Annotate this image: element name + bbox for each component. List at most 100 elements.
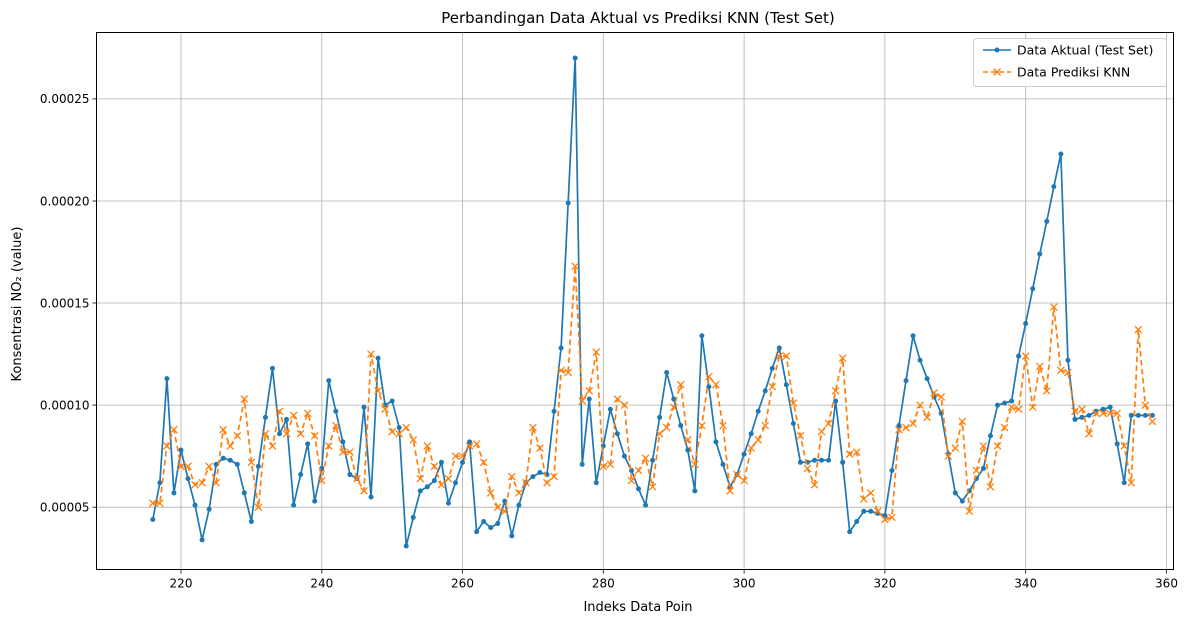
data-point (1120, 442, 1129, 450)
data-point (472, 440, 481, 448)
data-point (298, 472, 304, 478)
data-point (769, 365, 775, 371)
data-point (437, 480, 446, 489)
data-point (1079, 414, 1085, 420)
data-point (685, 447, 691, 453)
x-tick-label: 260 (451, 577, 474, 591)
data-point (361, 404, 367, 410)
data-point (458, 452, 467, 461)
data-point (1030, 286, 1036, 292)
data-point (719, 421, 727, 430)
data-point (803, 464, 812, 473)
data-point (234, 461, 240, 467)
data-point (924, 376, 930, 382)
y-tick-label: 0.00005 (40, 501, 90, 515)
data-point (445, 500, 451, 506)
data-point (557, 366, 565, 375)
data-point (423, 442, 432, 450)
data-point (671, 396, 677, 402)
data-point (164, 376, 170, 382)
data-point (303, 409, 312, 418)
data-point (917, 357, 923, 363)
data-point (706, 384, 712, 390)
data-point (205, 462, 213, 471)
data-point (1142, 412, 1148, 418)
data-point (346, 448, 354, 456)
data-point (324, 442, 333, 450)
data-point (613, 395, 622, 403)
data-point (592, 348, 601, 356)
y-axis: 0.00005 0.00010 0.00015 0.00020 0.00025 (40, 92, 97, 515)
data-point (493, 503, 502, 512)
y-axis-label: Konsentrasi NO₂ (value) (10, 227, 25, 382)
data-point (643, 502, 649, 508)
y-tick-label: 0.00010 (40, 398, 90, 412)
data-point (1148, 417, 1157, 426)
data-point (789, 399, 798, 407)
data-point (909, 419, 917, 428)
data-point (353, 474, 361, 483)
data-point (902, 423, 910, 432)
data-point (1135, 412, 1141, 418)
legend-label-actual: Data Aktual (Test Set) (1017, 43, 1153, 58)
data-point (254, 503, 263, 512)
data-point (812, 457, 817, 463)
legend-marker-actual (994, 47, 1000, 53)
data-point (641, 454, 650, 463)
data-point (620, 401, 629, 409)
data-point (733, 470, 741, 479)
data-point (226, 442, 235, 450)
data-point (460, 459, 466, 465)
data-point (712, 380, 720, 389)
data-point (1114, 441, 1120, 447)
data-point (1134, 325, 1143, 334)
data-point (1044, 218, 1050, 224)
data-point (614, 431, 620, 437)
data-point (599, 462, 608, 471)
data-point (444, 474, 453, 483)
x-axis-label: Indeks Data Poin (583, 600, 692, 615)
chart-title: Perbandingan Data Aktual vs Prediksi KNN… (441, 9, 834, 27)
data-point (289, 411, 298, 420)
data-point (768, 382, 777, 391)
data-point (326, 378, 332, 384)
data-point (558, 345, 564, 351)
data-point (741, 451, 747, 457)
data-point (636, 486, 642, 492)
data-point (233, 431, 242, 440)
data-point (755, 408, 761, 414)
data-point (185, 476, 191, 482)
data-point (783, 382, 789, 388)
data-point (1058, 151, 1064, 157)
data-point (410, 514, 416, 520)
legend-frame (973, 38, 1167, 87)
data-point (396, 425, 402, 431)
data-point (495, 521, 501, 527)
data-point (1023, 320, 1029, 326)
data-point (747, 444, 756, 452)
data-point (148, 499, 157, 508)
data-point (930, 389, 939, 397)
data-point (776, 345, 782, 351)
data-point (261, 429, 270, 438)
data-point (586, 396, 592, 402)
x-tick-label: 340 (1014, 577, 1037, 591)
data-point (247, 458, 256, 467)
data-point (296, 429, 305, 438)
data-point (683, 435, 692, 444)
data-point (1106, 409, 1115, 418)
data-point (819, 457, 825, 463)
data-point (360, 487, 368, 495)
data-point (424, 484, 430, 490)
data-point (220, 455, 226, 461)
data-point (817, 427, 826, 436)
data-point (509, 533, 515, 539)
data-point (669, 403, 678, 412)
data-point (664, 369, 670, 375)
data-point (740, 476, 748, 485)
data-point (648, 482, 657, 491)
data-point (388, 427, 397, 436)
data-point (852, 448, 861, 456)
data-point (305, 441, 311, 447)
series-predicted (148, 262, 1157, 524)
